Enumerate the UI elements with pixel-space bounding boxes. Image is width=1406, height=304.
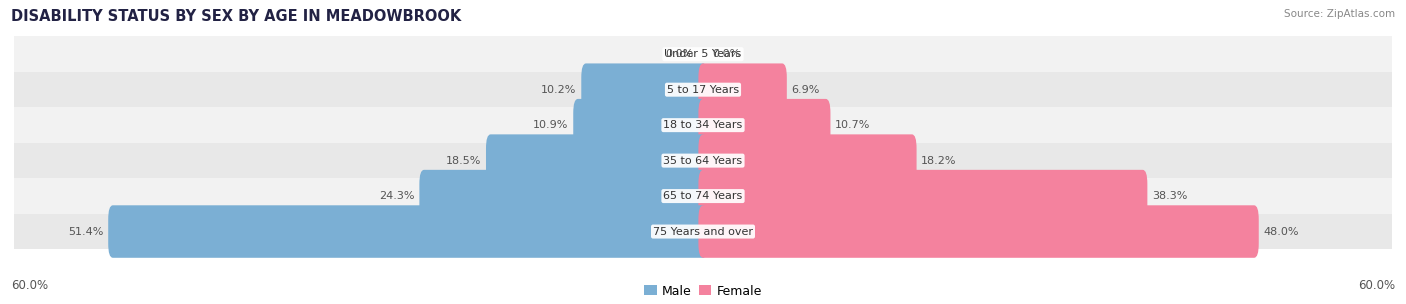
Text: 5 to 17 Years: 5 to 17 Years	[666, 85, 740, 95]
FancyBboxPatch shape	[419, 170, 707, 222]
Text: 65 to 74 Years: 65 to 74 Years	[664, 191, 742, 201]
Text: 24.3%: 24.3%	[380, 191, 415, 201]
Text: 18.5%: 18.5%	[446, 156, 481, 166]
FancyBboxPatch shape	[699, 64, 787, 116]
FancyBboxPatch shape	[14, 214, 1392, 249]
Text: 48.0%: 48.0%	[1264, 226, 1299, 237]
Text: 38.3%: 38.3%	[1152, 191, 1187, 201]
FancyBboxPatch shape	[108, 205, 707, 258]
FancyBboxPatch shape	[699, 134, 917, 187]
Text: 10.2%: 10.2%	[541, 85, 576, 95]
FancyBboxPatch shape	[14, 107, 1392, 143]
FancyBboxPatch shape	[699, 170, 1147, 222]
Text: 0.0%: 0.0%	[665, 49, 693, 59]
Text: 0.0%: 0.0%	[713, 49, 741, 59]
Text: 60.0%: 60.0%	[1358, 279, 1395, 292]
FancyBboxPatch shape	[14, 178, 1392, 214]
Text: 6.9%: 6.9%	[792, 85, 820, 95]
Text: 10.7%: 10.7%	[835, 120, 870, 130]
Text: 18.2%: 18.2%	[921, 156, 956, 166]
FancyBboxPatch shape	[486, 134, 707, 187]
Text: 60.0%: 60.0%	[11, 279, 48, 292]
Text: DISABILITY STATUS BY SEX BY AGE IN MEADOWBROOK: DISABILITY STATUS BY SEX BY AGE IN MEADO…	[11, 9, 461, 24]
FancyBboxPatch shape	[699, 99, 831, 151]
FancyBboxPatch shape	[574, 99, 707, 151]
Text: 75 Years and over: 75 Years and over	[652, 226, 754, 237]
Text: 51.4%: 51.4%	[69, 226, 104, 237]
Text: Source: ZipAtlas.com: Source: ZipAtlas.com	[1284, 9, 1395, 19]
FancyBboxPatch shape	[14, 72, 1392, 107]
Legend: Male, Female: Male, Female	[640, 280, 766, 302]
Text: Under 5 Years: Under 5 Years	[665, 49, 741, 59]
FancyBboxPatch shape	[581, 64, 707, 116]
FancyBboxPatch shape	[699, 205, 1258, 258]
FancyBboxPatch shape	[14, 36, 1392, 72]
Text: 35 to 64 Years: 35 to 64 Years	[664, 156, 742, 166]
Text: 10.9%: 10.9%	[533, 120, 568, 130]
Text: 18 to 34 Years: 18 to 34 Years	[664, 120, 742, 130]
FancyBboxPatch shape	[14, 143, 1392, 178]
